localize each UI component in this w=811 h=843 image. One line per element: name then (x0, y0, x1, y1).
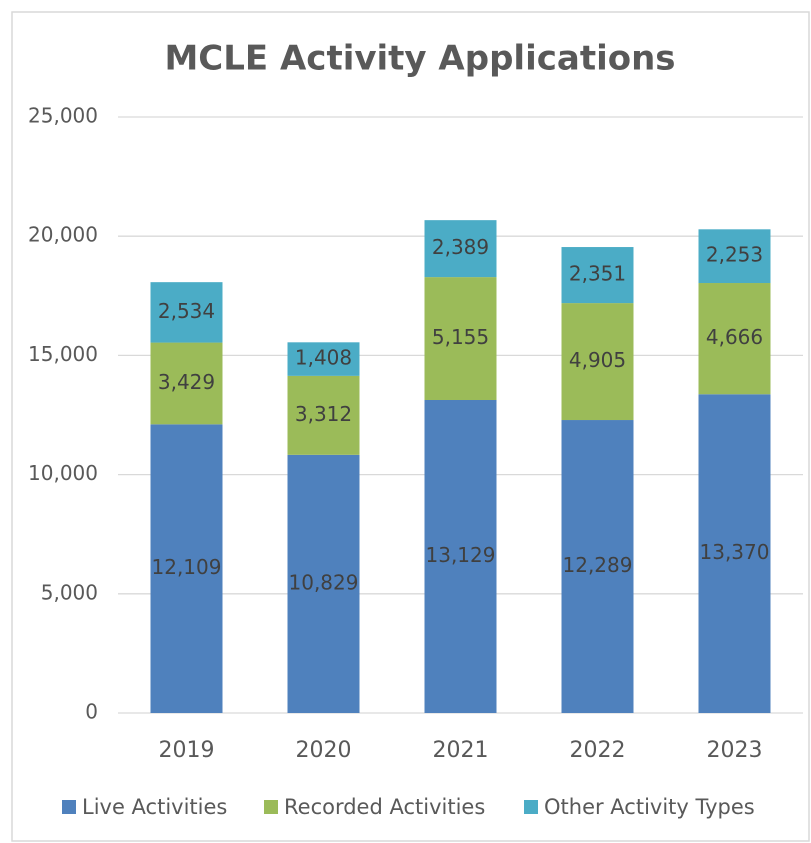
data-label: 12,109 (152, 555, 222, 579)
data-label: 13,129 (426, 543, 496, 567)
data-label: 4,905 (569, 348, 626, 372)
data-label: 2,351 (569, 262, 626, 286)
bar-segment (698, 394, 771, 713)
data-label: 2,253 (706, 243, 763, 267)
legend-label: Other Activity Types (544, 795, 755, 819)
bar-segment (561, 303, 634, 421)
legend-label: Recorded Activities (284, 795, 485, 819)
data-label: 3,429 (158, 370, 215, 394)
bar-segment (424, 400, 497, 713)
data-label: 2,534 (158, 299, 215, 323)
legend-swatch (264, 800, 278, 814)
bar-segment (698, 229, 771, 284)
data-label: 1,408 (295, 346, 352, 370)
bar-segment (287, 454, 360, 713)
x-tick-label: 2019 (159, 738, 215, 763)
y-tick-label: 10,000 (28, 461, 98, 485)
x-tick-label: 2022 (570, 738, 626, 763)
y-tick-label: 25,000 (28, 104, 98, 128)
chart-border (11, 11, 810, 842)
bar-segment (561, 247, 634, 304)
x-tick-label: 2020 (296, 738, 352, 763)
data-label: 5,155 (432, 325, 489, 349)
legend-label: Live Activities (82, 795, 227, 819)
x-tick-label: 2023 (707, 738, 763, 763)
bar-segment (287, 375, 360, 455)
legend-swatch (62, 800, 76, 814)
legend-swatch (524, 800, 538, 814)
y-tick-label: 5,000 (41, 580, 98, 604)
bar-segment (424, 220, 497, 278)
bar-segment (150, 342, 223, 425)
data-label: 2,389 (432, 235, 489, 259)
data-label: 4,666 (706, 325, 763, 349)
data-label: 10,829 (289, 570, 359, 594)
data-label: 13,370 (700, 540, 770, 564)
x-tick-label: 2021 (433, 738, 489, 763)
bar-segment (287, 342, 360, 376)
bar-segment (424, 277, 497, 401)
data-label: 3,312 (295, 402, 352, 426)
bar-segment (561, 420, 634, 713)
data-label: 12,289 (563, 553, 633, 577)
chart-title: MCLE Activity Applications (164, 39, 675, 79)
y-tick-label: 0 (85, 700, 98, 724)
bar-segment (150, 282, 223, 343)
bar-segment (150, 424, 223, 713)
y-tick-label: 15,000 (28, 342, 98, 366)
y-tick-label: 20,000 (28, 223, 98, 247)
bar-segment (698, 283, 771, 395)
